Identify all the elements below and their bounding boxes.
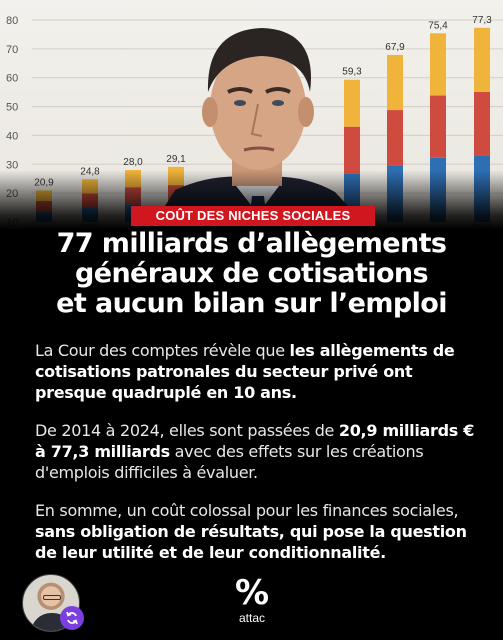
bar-segment — [474, 27, 490, 92]
data-label: 59,3 — [342, 67, 362, 78]
bar-segment — [474, 91, 490, 156]
paragraph-1-plain: La Cour des comptes révèle que — [35, 341, 290, 360]
data-label: 67,9 — [385, 42, 405, 53]
bar-segment — [430, 95, 446, 158]
paragraph-3: En somme, un coût colossal pour les fina… — [35, 500, 485, 563]
paragraph-3-plain: En somme, un coût colossal pour les fina… — [35, 501, 459, 520]
category-tag: COÛT DES NICHES SOCIALES — [131, 206, 375, 226]
y-tick-label: 30 — [6, 159, 18, 171]
data-label: 75,4 — [428, 20, 448, 31]
bar-segment — [344, 79, 360, 127]
data-label: 77,3 — [472, 15, 492, 26]
headline-line-3: et aucun bilan sur l’emploi — [56, 288, 447, 319]
paragraph-2-bold: 20,9 milliards € à 77,3 milliards — [35, 421, 475, 461]
logo-name: attac — [238, 611, 265, 625]
y-tick-label: 50 — [6, 102, 18, 114]
attac-logo[interactable]: % attac — [230, 574, 274, 624]
headline: 77 milliards d’allègements généraux de c… — [0, 229, 503, 319]
data-label: 28,0 — [123, 157, 143, 168]
bar-segment — [387, 110, 403, 166]
data-label: 29,1 — [166, 154, 186, 165]
paragraph-2-plain-2: avec des effets sur les créations d'empl… — [35, 442, 424, 482]
y-tick-label: 80 — [6, 15, 18, 27]
bar-segment — [430, 33, 446, 96]
y-tick-label: 40 — [6, 130, 18, 142]
refresh-glyph — [66, 611, 78, 625]
paragraph-2-plain-1: De 2014 à 2024, elles sont passées de — [35, 421, 339, 440]
avatar-glasses — [43, 595, 61, 600]
headline-line-1: 77 milliards d’allègements — [56, 228, 447, 259]
paragraph-1-bold: les allègements de cotisations patronale… — [35, 341, 455, 402]
y-tick-label: 70 — [6, 44, 18, 56]
bar-segment — [387, 54, 403, 111]
paragraph-1: La Cour des comptes révèle que les allèg… — [35, 340, 485, 403]
logo-symbol: % — [234, 573, 270, 613]
paragraph-3-bold: sans obligation de résultats, qui pose l… — [35, 522, 467, 562]
refresh-icon[interactable] — [60, 606, 84, 630]
profile-avatar[interactable] — [22, 574, 80, 632]
header-image: 807060504030201020,924,828,029,159,367,9… — [0, 0, 503, 230]
headline-line-2: généraux de cotisations — [75, 258, 429, 289]
bar-segment — [344, 126, 360, 174]
y-tick-label: 60 — [6, 73, 18, 85]
paragraph-2: De 2014 à 2024, elles sont passées de 20… — [35, 420, 485, 483]
